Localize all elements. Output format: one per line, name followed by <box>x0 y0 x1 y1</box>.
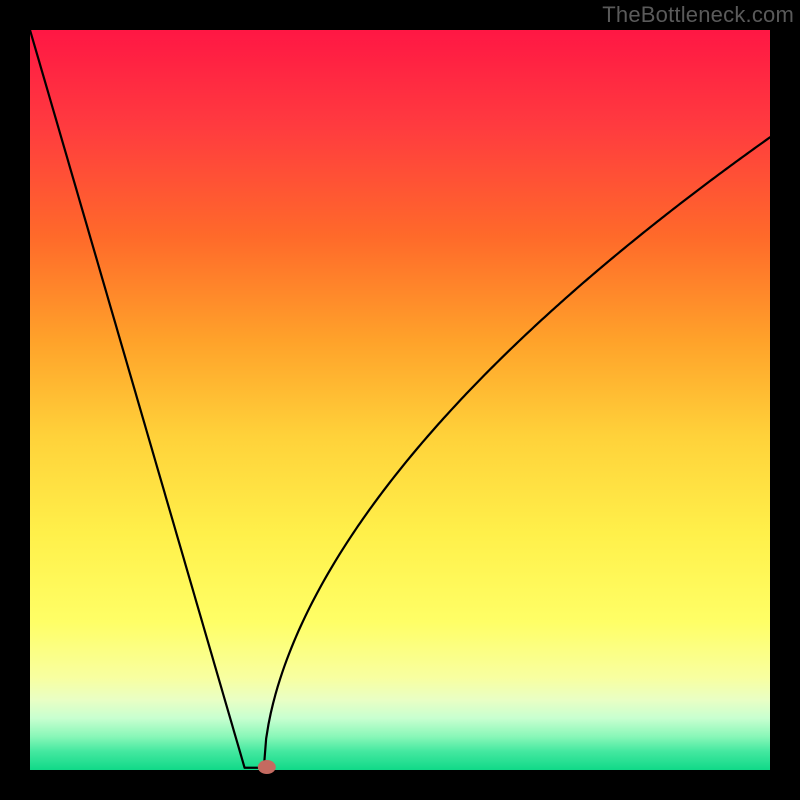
watermark-text: TheBottleneck.com <box>602 2 794 28</box>
chart-container: TheBottleneck.com <box>0 0 800 800</box>
chart-svg <box>0 0 800 800</box>
plot-area <box>30 30 770 770</box>
optimal-point-marker <box>258 760 276 774</box>
